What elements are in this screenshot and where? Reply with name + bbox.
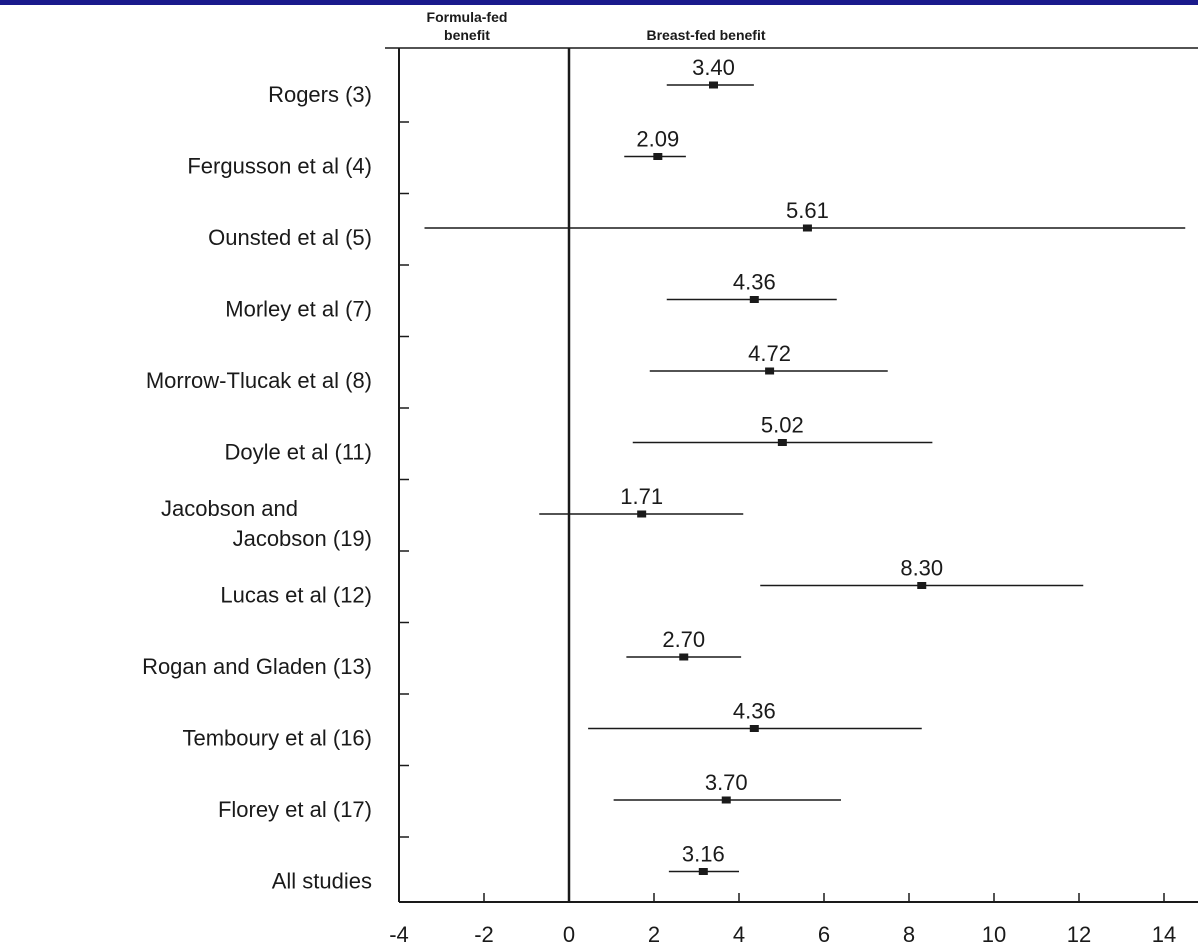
plot-frame [385,47,1198,903]
study-row: All studies 3.16 [272,842,739,894]
estimate-point [917,582,927,589]
study-label: Morrow-Tlucak et al (8) [146,368,372,393]
x-tick-label: 12 [1067,922,1091,947]
header-labels: Formula-fed benefit Breast-fed benefit [427,9,766,43]
study-row: Morrow-Tlucak et al (8) 4.72 [146,341,888,393]
estimate-point [698,868,708,875]
study-label: Doyle et al (11) [224,440,372,465]
top-frame-bar [0,0,1198,5]
breast-fed-label: Breast-fed benefit [646,27,765,43]
x-tick-label: 6 [818,922,830,947]
study-label-line2: Jacobson (19) [233,526,372,551]
study-label: Temboury et al (16) [182,726,372,751]
study-label: Florey et al (17) [218,797,372,822]
estimate-value-label: 4.72 [748,341,791,366]
estimate-point [802,224,812,232]
study-row: Temboury et al (16) 4.36 [182,699,922,751]
study-label: Rogan and Gladen (13) [142,654,372,679]
study-label-line1: Jacobson and [161,496,298,521]
study-row: Lucas et al (12) 8.30 [220,556,1084,608]
study-row: Rogers (3) 3.40 [268,55,754,107]
x-tick-label: 4 [733,922,745,947]
estimate-value-label: 4.36 [733,699,776,724]
estimate-value-label: 8.30 [900,556,943,581]
study-label: Ounsted et al (5) [208,225,372,250]
study-label: Fergusson et al (4) [187,154,372,179]
estimate-value-label: 2.09 [636,127,679,152]
estimate-point [777,439,787,446]
estimate-value-label: 5.61 [786,198,829,223]
study-row: Florey et al (17) 3.70 [218,770,841,822]
x-axis-ticks: -4 -2 0 2 4 6 8 10 12 14 [389,48,1176,947]
estimate-point [709,81,718,89]
estimate-value-label: 4.36 [733,270,776,295]
formula-fed-label-line2: benefit [444,27,490,43]
estimate-point [749,725,759,732]
estimate-value-label: 1.71 [620,484,663,509]
estimate-point [765,367,775,375]
formula-fed-label-line1: Formula-fed [427,9,508,25]
x-tick-label: 0 [563,922,575,947]
study-rows: Rogers (3) 3.40 Fergusson et al (4) 2.09 Oun… [142,55,1186,894]
estimate-value-label: 3.70 [705,770,748,795]
estimate-value-label: 3.16 [682,842,725,867]
study-row: Jacobson and Jacobson (19) 1.71 [161,484,744,551]
study-label: Morley et al (7) [225,297,372,322]
estimate-point [721,796,731,804]
study-row: Doyle et al (11) 5.02 [224,413,933,465]
x-tick-label: -4 [389,922,409,947]
x-tick-label: 14 [1152,922,1176,947]
study-row: Morley et al (7) 4.36 [225,270,837,322]
x-tick-label: 10 [982,922,1006,947]
study-label: Lucas et al (12) [220,583,372,608]
estimate-point [679,653,689,661]
estimate-value-label: 2.70 [662,627,705,652]
estimate-point [637,510,647,518]
estimate-point [749,296,759,303]
x-tick-label: -2 [474,922,494,947]
estimate-point [653,153,663,160]
study-row: Ounsted et al (5) 5.61 [208,198,1186,250]
study-row: Rogan and Gladen (13) 2.70 [142,627,742,679]
x-tick-label: 2 [648,922,660,947]
x-tick-label: 8 [903,922,915,947]
study-label: All studies [272,869,372,894]
study-label: Rogers (3) [268,82,372,107]
estimate-value-label: 3.40 [692,55,735,80]
study-row: Fergusson et al (4) 2.09 [187,127,686,179]
estimate-value-label: 5.02 [761,413,804,438]
